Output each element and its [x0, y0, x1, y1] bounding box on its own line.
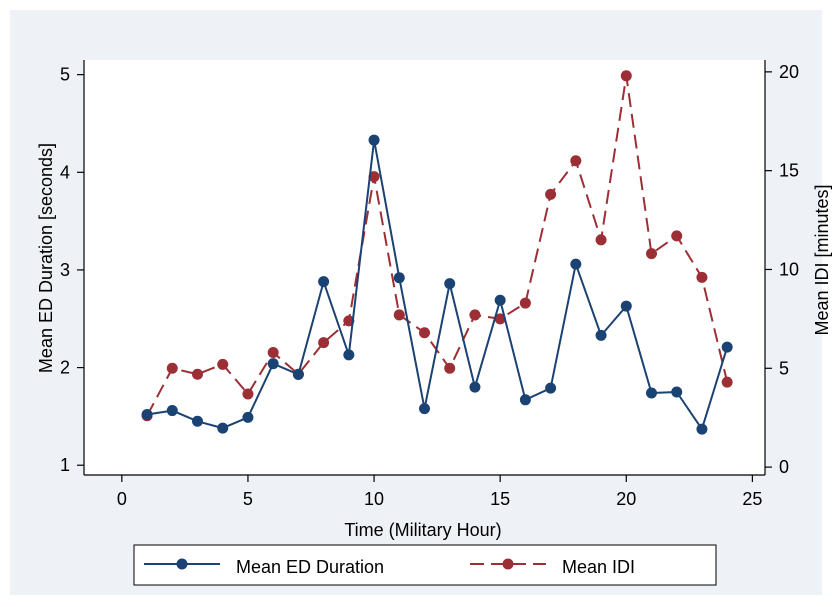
- data-point-ed-duration: [292, 368, 304, 380]
- data-point-ed-duration: [671, 386, 683, 398]
- left-y-axis-title: Mean ED Duration [seconds]: [36, 143, 56, 373]
- data-point-ed-duration: [696, 423, 708, 435]
- data-point-idi: [545, 188, 557, 200]
- data-point-ed-duration: [519, 394, 531, 406]
- right-y-tick-label: 0: [779, 457, 789, 477]
- data-point-ed-duration: [721, 341, 733, 353]
- data-point-ed-duration: [192, 415, 203, 427]
- data-point-idi: [620, 70, 632, 82]
- data-point-ed-duration: [217, 422, 229, 434]
- left-y-tick-label: 1: [60, 455, 70, 475]
- right-y-tick-label: 15: [779, 161, 799, 181]
- data-point-idi: [318, 337, 330, 349]
- data-point-ed-duration: [444, 278, 456, 290]
- right-y-tick-label: 20: [779, 62, 799, 82]
- legend: Mean ED Duration Mean IDI: [133, 544, 717, 586]
- data-point-ed-duration: [469, 381, 481, 393]
- data-point-idi: [393, 309, 405, 321]
- data-point-idi: [570, 155, 582, 167]
- data-point-idi: [444, 362, 456, 374]
- right-y-axis-title: Mean IDI [minutes]: [812, 184, 832, 335]
- data-point-idi: [721, 376, 733, 388]
- data-point-idi: [469, 309, 481, 321]
- data-point-idi: [368, 171, 380, 183]
- data-point-ed-duration: [368, 134, 380, 146]
- data-point-ed-duration: [620, 300, 632, 312]
- x-tick-label: 15: [490, 489, 510, 509]
- data-point-idi: [494, 313, 506, 325]
- tick-labels: 0 5 10 15 20 25 1 2 3 4 5 0 5 10 15 20: [60, 62, 799, 509]
- series-layer: [141, 70, 733, 435]
- left-y-tick-label: 4: [60, 162, 70, 182]
- right-y-tick-label: 10: [779, 259, 799, 279]
- data-point-ed-duration: [570, 258, 582, 270]
- x-tick-label: 0: [117, 489, 127, 509]
- x-tick-label: 20: [616, 489, 636, 509]
- data-point-idi: [646, 248, 657, 260]
- data-point-ed-duration: [242, 411, 254, 423]
- legend-marker-idi: [502, 558, 514, 570]
- data-point-ed-duration: [419, 403, 430, 415]
- legend-box: [133, 544, 717, 586]
- data-point-idi: [696, 271, 708, 283]
- data-point-ed-duration: [318, 276, 330, 288]
- data-point-idi: [671, 230, 683, 242]
- x-axis-title: Time (Military Hour): [344, 520, 501, 540]
- x-tick-label: 5: [243, 489, 253, 509]
- data-point-ed-duration: [393, 272, 405, 284]
- data-point-idi: [519, 297, 531, 309]
- x-tick-label: 10: [364, 489, 384, 509]
- data-point-idi: [419, 327, 430, 339]
- data-point-idi: [192, 368, 203, 380]
- data-point-ed-duration: [267, 358, 279, 370]
- data-point-idi: [267, 346, 279, 358]
- data-point-ed-duration: [141, 408, 153, 420]
- data-point-idi: [166, 362, 178, 374]
- left-y-tick-label: 2: [60, 358, 70, 378]
- data-point-idi: [595, 234, 607, 246]
- data-point-idi: [242, 388, 254, 400]
- x-tick-label: 25: [742, 489, 762, 509]
- data-point-ed-duration: [343, 349, 355, 361]
- left-y-tick-label: 5: [60, 65, 70, 85]
- data-point-ed-duration: [646, 387, 657, 399]
- data-point-ed-duration: [494, 294, 506, 306]
- right-y-tick-label: 5: [779, 358, 789, 378]
- tick-marks: [77, 71, 772, 482]
- legend-marker-ed-duration: [176, 558, 188, 570]
- left-y-tick-label: 3: [60, 260, 70, 280]
- data-point-ed-duration: [166, 405, 178, 417]
- axes: [83, 60, 766, 476]
- data-point-ed-duration: [595, 329, 607, 341]
- legend-label-idi: Mean IDI: [562, 557, 635, 577]
- data-point-ed-duration: [545, 382, 557, 394]
- data-point-idi: [217, 358, 229, 370]
- legend-label-ed-duration: Mean ED Duration: [236, 557, 384, 577]
